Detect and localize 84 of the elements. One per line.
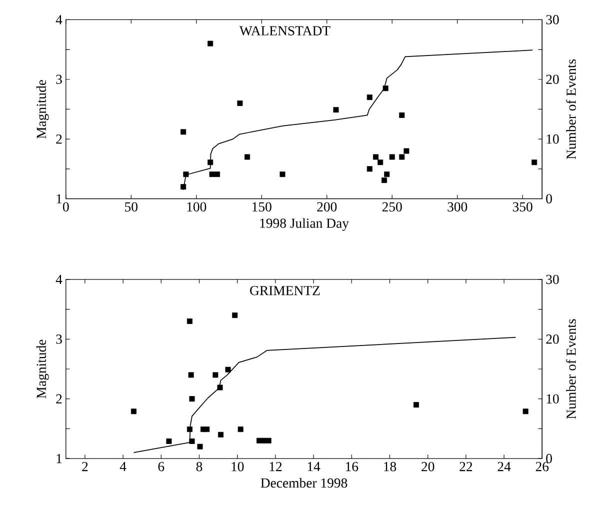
point [238, 426, 244, 432]
point [333, 107, 339, 113]
point [399, 112, 405, 118]
point [404, 148, 410, 154]
x-tick-label: 16 [346, 462, 358, 472]
chart-title: WALENSTADT [239, 26, 330, 36]
point [384, 172, 390, 178]
y2-tick-label: 0 [546, 194, 552, 204]
point [188, 372, 194, 378]
point [166, 438, 172, 444]
x-tick-label: 4 [120, 462, 126, 472]
y2-tick-label: 30 [546, 274, 559, 284]
point [212, 372, 218, 378]
point [218, 432, 224, 438]
point [389, 154, 395, 160]
point [209, 172, 215, 178]
y-axis-title: Magnitude [36, 80, 49, 139]
point [197, 444, 203, 450]
x-tick-label: 26 [536, 462, 549, 472]
y-tick-label: 3 [56, 334, 62, 344]
point [266, 438, 272, 444]
point [366, 166, 372, 172]
point [280, 172, 286, 178]
y-axis-title: Magnitude [36, 340, 49, 398]
point [373, 154, 379, 160]
x-tick-label: 14 [308, 462, 320, 472]
point [378, 160, 384, 166]
x-axis-title: 1998 Julian Day [260, 218, 349, 231]
y-tick-label: 3 [56, 74, 62, 84]
x-tick-label: 2 [82, 462, 88, 472]
point [189, 396, 195, 402]
y-tick-label: 2 [56, 394, 62, 404]
point [366, 94, 372, 100]
point [244, 154, 250, 160]
point [237, 100, 243, 106]
x-axis-title: December 1998 [260, 478, 348, 488]
y2-tick-label: 20 [546, 334, 559, 344]
y-tick-label: 4 [56, 275, 62, 284]
point [208, 40, 214, 46]
point [186, 318, 192, 324]
y2-tick-label: 10 [546, 134, 559, 144]
x-tick-label: 300 [448, 202, 468, 212]
x-tick-label: 0 [62, 202, 69, 212]
point [399, 154, 405, 160]
x-tick-label: 20 [422, 462, 434, 472]
y-tick-label: 2 [56, 134, 62, 144]
y-tick-label: 4 [56, 15, 62, 24]
x-tick-label: 10 [232, 462, 244, 472]
point [532, 160, 538, 166]
x-tick-label: 100 [187, 202, 206, 212]
point [204, 426, 210, 432]
y2-axis-title: Number of Events [566, 60, 576, 160]
point [232, 312, 238, 318]
y2-tick-label: 30 [546, 15, 559, 24]
point [214, 172, 220, 178]
x-tick-label: 200 [317, 202, 337, 212]
y2-tick-label: 0 [546, 454, 552, 464]
x-tick-label: 8 [196, 462, 202, 472]
line-series [133, 337, 516, 454]
point [413, 402, 419, 408]
x-tick-label: 150 [252, 202, 272, 212]
x-tick-label: 12 [270, 462, 282, 472]
x-tick-label: 22 [460, 462, 472, 472]
point [225, 367, 231, 373]
chart-title: GRIMENTZ [250, 286, 320, 296]
x-tick-label: 18 [384, 462, 396, 472]
y-tick-label: 1 [56, 194, 62, 204]
x-tick-label: 6 [158, 462, 164, 472]
point [382, 86, 388, 92]
x-tick-label: 50 [125, 202, 138, 212]
point [183, 172, 189, 178]
point [217, 384, 223, 390]
y2-axis-title: Number of Events [566, 319, 576, 420]
point [180, 129, 186, 135]
x-tick-label: 24 [498, 462, 511, 472]
point [130, 408, 136, 414]
point [522, 408, 528, 414]
y2-tick-label: 20 [546, 74, 559, 84]
point [382, 178, 388, 184]
y2-tick-label: 10 [546, 394, 559, 404]
point [189, 438, 195, 444]
x-tick-label: 350 [512, 202, 532, 212]
x-tick-label: 250 [382, 202, 402, 212]
y-tick-label: 1 [56, 454, 62, 464]
